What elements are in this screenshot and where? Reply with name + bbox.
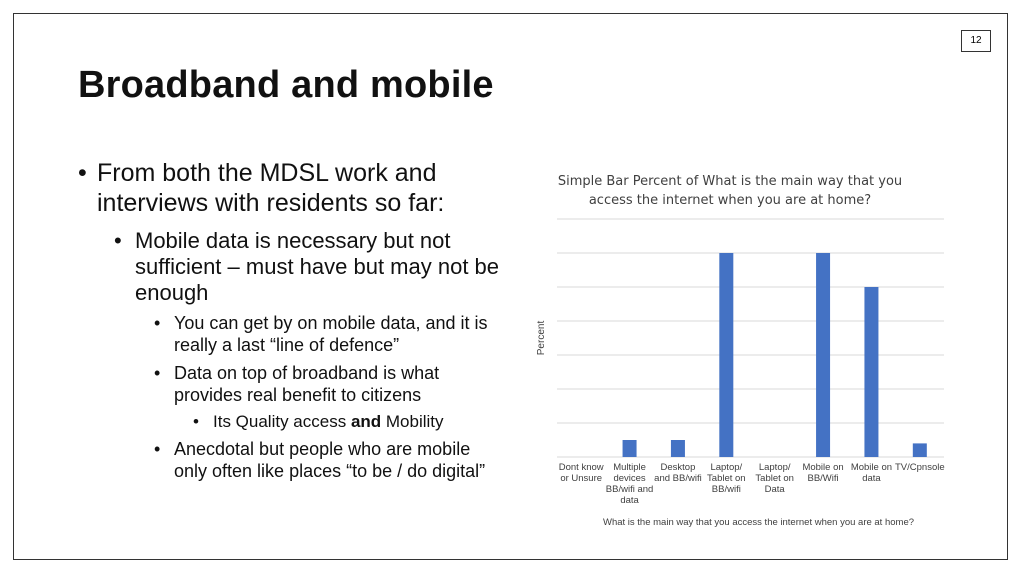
bullet-list: • From both the MDSL work and interviews… [78, 158, 508, 482]
x-tick-label: Dont know or Unsure [559, 462, 604, 484]
x-tick-label: Mobile on data [851, 462, 892, 484]
bullet-marker: • [78, 159, 87, 187]
bullet-item: • From both the MDSL work and interviews… [78, 158, 508, 218]
bullet-marker: • [193, 412, 199, 431]
x-tick-label: Laptop/Tablet on Data [755, 462, 794, 495]
bar [719, 253, 734, 457]
bar [864, 287, 879, 457]
bar [622, 440, 637, 457]
x-tick-label: Mobile on BB/Wifi [802, 462, 843, 484]
page-number: 12 [961, 30, 991, 52]
bullet-text: Data on top of broadband is what provide… [174, 363, 440, 405]
x-tick-label: TV/Cpnsole [895, 462, 945, 473]
bullet-item: • Its Quality access and Mobility [78, 412, 508, 432]
x-tick-label: Multiple devices BB/wifi and data [606, 462, 654, 506]
bullet-text-after: Mobility [381, 412, 444, 431]
x-tick-label: Desktop and BB/wifi [654, 462, 702, 484]
bar [816, 253, 831, 457]
x-tick-label: Laptop/Tablet on BB/wifi [707, 462, 746, 495]
bullet-marker: • [154, 439, 161, 459]
bullet-text: Mobile data is necessary but not suffici… [135, 228, 500, 305]
bullet-marker: • [154, 363, 161, 383]
bullet-text-before: Its Quality access [213, 412, 351, 431]
bar [912, 443, 927, 457]
x-axis-label: What is the main way that you access the… [603, 517, 914, 528]
bullet-text-bold: and [350, 412, 382, 431]
chart-title: Simple Bar Percent of What is the main w… [557, 174, 903, 208]
bullet-item: • Anecdotal but people who are mobile on… [78, 438, 508, 482]
bullet-text: Anecdotal but people who are mobile only… [174, 439, 486, 481]
bullet-marker: • [154, 313, 161, 333]
slide-title: Broadband and mobile [78, 64, 494, 106]
y-axis-label: Percent [536, 321, 547, 356]
bullet-marker: • [114, 228, 122, 253]
bullet-text: From both the MDSL work and interviews w… [97, 159, 445, 217]
bar [670, 440, 685, 457]
bullet-item: • You can get by on mobile data, and it … [78, 312, 508, 356]
bar-chart: Simple Bar Percent of What is the main w… [520, 160, 990, 540]
bullet-item: • Mobile data is necessary but not suffi… [78, 228, 508, 306]
bullet-text: You can get by on mobile data, and it is… [174, 313, 488, 355]
bullet-item: • Data on top of broadband is what provi… [78, 362, 508, 406]
